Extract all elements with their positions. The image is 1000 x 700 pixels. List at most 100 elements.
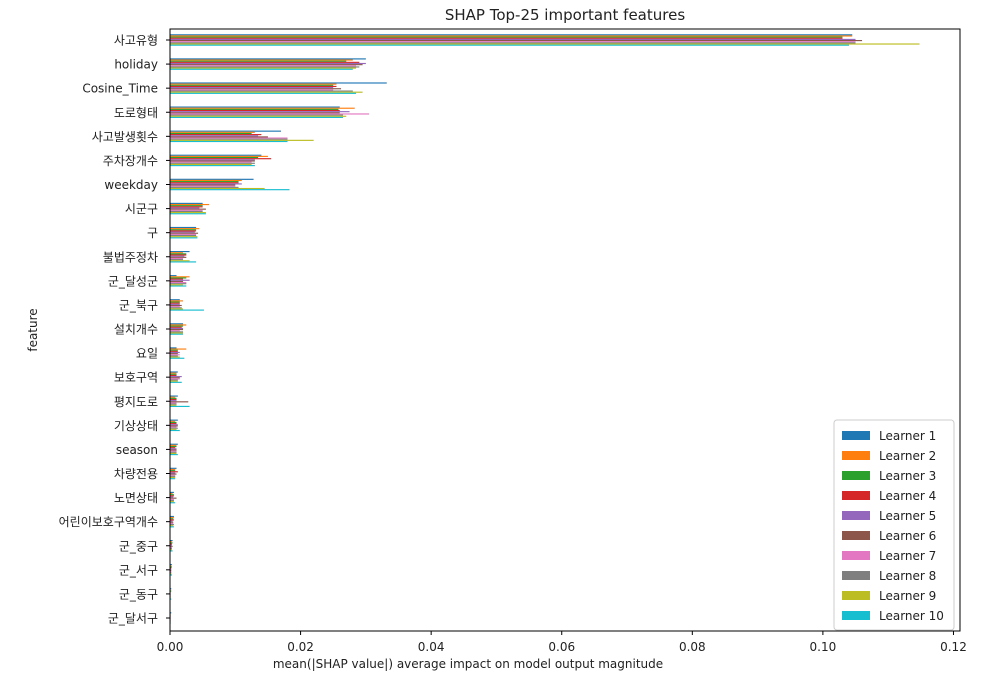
bar [170, 130, 281, 132]
bar [170, 354, 180, 356]
bar [170, 111, 350, 113]
bar [170, 205, 203, 207]
bar [170, 498, 174, 500]
legend-swatch [842, 611, 870, 620]
bar [170, 160, 255, 162]
legend-swatch [842, 511, 870, 520]
bar [170, 308, 184, 310]
y-tick-label: 구 [147, 226, 158, 240]
bar [170, 526, 174, 528]
bar [170, 421, 177, 424]
bar [170, 450, 177, 452]
bar [170, 379, 178, 381]
legend-label: Learner 10 [879, 609, 944, 623]
legend-swatch [842, 471, 870, 480]
bar [170, 424, 178, 426]
bar [170, 87, 334, 89]
bar [170, 474, 176, 476]
bar [170, 425, 178, 427]
bar [170, 568, 172, 570]
bar [170, 355, 178, 357]
y-tick-label: 군_서구 [119, 563, 158, 577]
bar [170, 108, 339, 110]
bar [170, 64, 363, 66]
bar [170, 419, 178, 421]
bar [170, 139, 314, 141]
bar [170, 574, 172, 576]
bar [170, 187, 265, 190]
bar [170, 90, 353, 92]
bar [170, 109, 340, 112]
bar [170, 550, 173, 552]
bar [170, 333, 184, 335]
bar [170, 403, 177, 405]
bar [170, 569, 172, 571]
bar [170, 189, 290, 191]
bar [170, 275, 177, 277]
bar [170, 476, 176, 479]
y-tick-label: 어린이보호구역개수 [59, 515, 158, 529]
bar [170, 447, 176, 449]
bar [170, 523, 174, 526]
bar [170, 210, 203, 213]
bar [170, 116, 344, 118]
bar [170, 179, 242, 182]
bar [170, 207, 200, 209]
y-tick-label: 사고유형 [114, 34, 158, 48]
bar [170, 400, 177, 402]
bar [170, 161, 252, 163]
bar [170, 332, 184, 334]
bar [170, 234, 197, 237]
bar [170, 381, 182, 383]
bar [170, 183, 242, 185]
bar [170, 280, 184, 282]
bar [170, 306, 180, 308]
bar [170, 62, 366, 65]
bar [170, 467, 177, 469]
bar [170, 231, 195, 233]
y-tick-label: 노면상태 [114, 491, 158, 505]
bar [170, 423, 177, 425]
bar [170, 472, 176, 474]
x-tick-label: 0.02 [287, 640, 314, 654]
bar [170, 445, 177, 448]
bar [170, 598, 172, 600]
bar [170, 202, 203, 204]
bar [170, 309, 204, 311]
bar [170, 66, 360, 68]
y-tick-label: holiday [114, 58, 158, 72]
bar [170, 257, 184, 260]
bar [170, 373, 177, 375]
bar [170, 302, 180, 304]
bar [170, 206, 203, 208]
bar [170, 185, 236, 187]
bar [170, 325, 184, 327]
bar [170, 35, 853, 37]
bar [170, 549, 172, 551]
bar [170, 203, 210, 206]
x-tick-label: 0.10 [810, 640, 837, 654]
y-tick-label: 군_중구 [119, 539, 158, 553]
bar [170, 283, 187, 285]
bar [170, 67, 357, 69]
bar [170, 349, 178, 351]
plot-frame [169, 28, 961, 632]
bar [170, 544, 172, 546]
bar [170, 541, 172, 543]
y-tick-label: 평지도로 [114, 395, 158, 409]
bar [170, 226, 197, 229]
bar [170, 572, 172, 574]
bar [170, 567, 172, 569]
bar [170, 471, 178, 473]
bar [170, 138, 288, 140]
bar [170, 233, 197, 235]
bar [170, 522, 174, 524]
bar [170, 184, 236, 186]
bar [170, 276, 190, 278]
bar [170, 519, 174, 521]
bar [170, 427, 178, 429]
y-tick-label: 군_달서구 [108, 612, 158, 626]
bar [170, 396, 176, 398]
x-tick-label: 0.12 [940, 640, 967, 654]
bar [170, 261, 197, 263]
